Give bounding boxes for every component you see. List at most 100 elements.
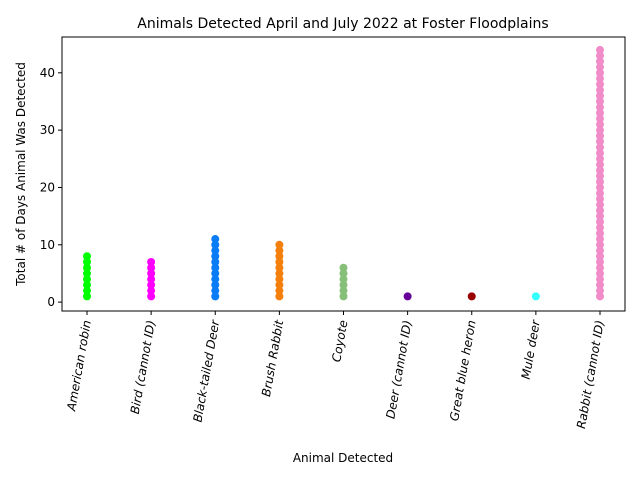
- point: [595, 252, 604, 261]
- point: [595, 217, 604, 226]
- point: [595, 91, 604, 100]
- y-tick-label: 40: [40, 66, 55, 80]
- y-tick-label: 10: [40, 238, 55, 252]
- point: [595, 137, 604, 146]
- point: [595, 45, 604, 54]
- point: [595, 269, 604, 278]
- point: [595, 172, 604, 181]
- x-tick-label: Coyote: [329, 319, 350, 363]
- point: [595, 154, 604, 163]
- point: [595, 97, 604, 106]
- x-tick-label: Great blue heron: [447, 319, 479, 422]
- point: [339, 286, 348, 295]
- x-tick-label: Rabbit (cannot ID): [574, 319, 607, 430]
- point: [595, 160, 604, 169]
- point: [339, 275, 348, 284]
- point: [595, 103, 604, 112]
- point: [595, 177, 604, 186]
- point: [595, 200, 604, 209]
- point: [211, 246, 220, 255]
- point: [83, 280, 92, 289]
- point: [275, 269, 284, 278]
- x-tick-label: American robin: [64, 319, 94, 413]
- x-tick-label: Brush Rabbit: [259, 318, 286, 398]
- y-tick-label: 20: [40, 180, 55, 194]
- point: [595, 206, 604, 215]
- point: [147, 257, 156, 266]
- x-axis-label: Animal Detected: [293, 451, 393, 465]
- point: [211, 235, 220, 244]
- point: [275, 246, 284, 255]
- point: [339, 280, 348, 289]
- point: [595, 292, 604, 301]
- point: [83, 275, 92, 284]
- point: [595, 275, 604, 284]
- point: [595, 223, 604, 232]
- y-tick-label: 30: [40, 123, 55, 137]
- point: [595, 86, 604, 95]
- point: [211, 240, 220, 249]
- point: [595, 257, 604, 266]
- point: [339, 292, 348, 301]
- x-tick-label: Mule deer: [519, 318, 543, 380]
- point: [83, 286, 92, 295]
- point: [595, 189, 604, 198]
- point: [147, 263, 156, 272]
- point: [275, 286, 284, 295]
- point: [467, 292, 476, 301]
- point: [147, 292, 156, 301]
- point: [403, 292, 412, 301]
- point: [211, 292, 220, 301]
- point: [147, 280, 156, 289]
- point: [211, 257, 220, 266]
- point: [147, 269, 156, 278]
- point: [83, 269, 92, 278]
- point: [275, 252, 284, 261]
- point: [595, 212, 604, 221]
- point: [275, 275, 284, 284]
- point: [275, 263, 284, 272]
- point: [595, 108, 604, 117]
- point: [83, 292, 92, 301]
- point: [275, 280, 284, 289]
- point: [595, 126, 604, 135]
- point: [595, 68, 604, 77]
- point: [275, 292, 284, 301]
- point: [211, 252, 220, 261]
- point: [211, 275, 220, 284]
- x-tick-label: Bird (cannot ID): [128, 319, 158, 415]
- point: [339, 263, 348, 272]
- point: [83, 257, 92, 266]
- point: [595, 51, 604, 60]
- point: [595, 280, 604, 289]
- point: [339, 269, 348, 278]
- point: [595, 114, 604, 123]
- point: [595, 286, 604, 295]
- point: [147, 286, 156, 295]
- point: [275, 257, 284, 266]
- point: [595, 131, 604, 140]
- point: [211, 280, 220, 289]
- point: [83, 263, 92, 272]
- point: [147, 275, 156, 284]
- point: [211, 269, 220, 278]
- point: [211, 263, 220, 272]
- point: [595, 120, 604, 129]
- point: [595, 183, 604, 192]
- point: [595, 229, 604, 238]
- point: [595, 263, 604, 272]
- point: [595, 240, 604, 249]
- y-tick-label: 0: [47, 295, 55, 309]
- point: [531, 292, 540, 301]
- point: [595, 246, 604, 255]
- y-axis-label: Total # of Days Animal Was Detected: [14, 62, 28, 287]
- point: [595, 57, 604, 66]
- point: [595, 74, 604, 83]
- chart-title: Animals Detected April and July 2022 at …: [137, 16, 548, 32]
- point: [595, 143, 604, 152]
- point: [211, 286, 220, 295]
- point: [595, 63, 604, 72]
- point: [595, 149, 604, 158]
- x-tick-label: Black-tailed Deer: [190, 318, 222, 423]
